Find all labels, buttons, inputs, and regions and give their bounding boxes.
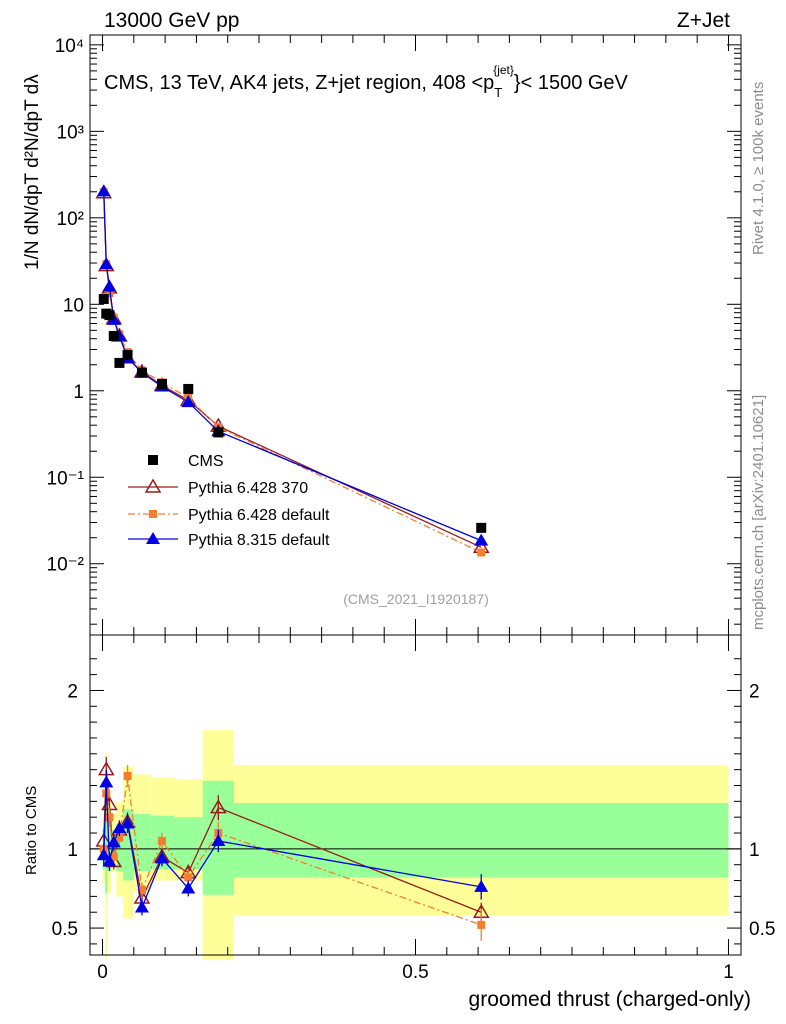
data-point-top	[156, 378, 167, 389]
ratio-band-inner	[123, 809, 134, 881]
data-point-top	[476, 522, 487, 533]
ratio-band-inner	[233, 802, 729, 878]
data-point-ratio	[134, 900, 149, 913]
y-tick-label-top: 10	[63, 295, 84, 316]
data-point-top	[105, 289, 114, 298]
mcplots-label: mcplots.cern.ch [arXiv:2401.10621]	[750, 395, 767, 630]
data-point-ratio	[112, 821, 127, 834]
data-point-top	[104, 310, 115, 321]
legend-marker	[148, 455, 158, 465]
data-point-ratio	[96, 848, 111, 861]
legend-entry: Pythia 6.428 370	[188, 480, 308, 497]
data-point-ratio	[154, 851, 169, 864]
data-point-ratio	[211, 833, 226, 846]
data-point-ratio	[181, 881, 196, 894]
data-point-ratio	[123, 771, 132, 780]
ratio-band-inner	[174, 817, 203, 870]
y-tick-label-ratio-right: 2	[749, 681, 760, 702]
y-tick-label-top: 10⁴	[55, 36, 84, 57]
data-point-ratio	[184, 873, 193, 882]
data-point-top	[474, 533, 489, 546]
y-tick-label-top: 10⁻¹	[47, 468, 85, 489]
x-tick-label: 1	[723, 962, 734, 983]
data-point-ratio	[137, 886, 146, 895]
data-point-ratio	[106, 835, 121, 848]
legend-marker	[149, 510, 157, 518]
data-point-ratio	[115, 833, 124, 842]
data-point-ratio	[105, 813, 114, 822]
y-tick-label-ratio-left: 1	[67, 840, 78, 861]
legend-marker	[146, 532, 160, 544]
header-left: 13000 GeV pp	[104, 9, 239, 32]
data-point-top	[477, 548, 486, 557]
analysis-watermark: (CMS_2021_I1920187)	[343, 591, 489, 607]
data-point-ratio	[99, 775, 114, 788]
ratio-band-inner	[133, 814, 151, 872]
data-point-ratio	[102, 854, 117, 867]
x-tick-label: 0.5	[402, 962, 428, 983]
data-point-ratio	[474, 879, 489, 892]
legend-entry: Pythia 8.315 default	[188, 532, 330, 549]
data-point-top	[96, 184, 111, 197]
chart-title-superscript: {jet}	[493, 63, 514, 77]
y-axis-label-ratio: Ratio to CMS	[23, 786, 40, 875]
data-point-top	[102, 279, 117, 292]
data-point-ratio	[120, 816, 135, 829]
header-right: Z+Jet	[677, 9, 730, 32]
data-point-top	[183, 383, 194, 394]
x-tick-label: 0	[97, 962, 108, 983]
data-point-top	[122, 349, 133, 360]
ratio-panel: 0.5 0.5 1 1 2 2	[52, 635, 775, 960]
chart-title-subscript: T	[494, 85, 502, 100]
y-tick-label-top: 1	[73, 382, 84, 403]
y-tick-label-ratio-right: 0.5	[749, 919, 775, 940]
data-point-top	[114, 357, 125, 368]
chart-title: CMS, 13 TeV, AK4 jets, Z+jet region, 408…	[104, 63, 629, 100]
legend: CMS Pythia 6.428 370 Pythia 6.428 default P…	[128, 453, 330, 549]
rivet-version-label: Rivet 4.1.0, ≥ 100k events	[750, 82, 767, 255]
y-tick-label-ratio-left: 0.5	[52, 919, 78, 940]
main-panel: 10⁻² 10⁻¹ 1 10 10² 10³ 10⁴	[47, 34, 742, 636]
y-tick-label-ratio-right: 1	[749, 840, 760, 861]
y-tick-label-top: 10⁻²	[47, 555, 85, 576]
legend-marker	[144, 478, 162, 493]
data-point-top	[108, 330, 119, 341]
ratio-panel-frame	[89, 634, 742, 956]
data-point-ratio	[210, 799, 227, 814]
series-line-top	[103, 192, 482, 554]
data-point-top	[136, 367, 147, 378]
data-point-top	[99, 257, 114, 270]
y-tick-label-top: 10³	[57, 122, 84, 143]
legend-entry: Pythia 6.428 default	[188, 507, 330, 524]
data-point-ratio	[157, 836, 166, 845]
data-point-top	[213, 427, 224, 438]
y-tick-label-top: 10²	[57, 209, 84, 230]
data-point-top	[98, 294, 109, 305]
x-axis-label: groomed thrust (charged-only)	[469, 988, 751, 1011]
y-tick-label-ratio-left: 2	[67, 681, 78, 702]
data-point-ratio	[477, 920, 486, 929]
data-point-top	[181, 395, 196, 408]
y-axis-label-top: 1/N dN/dpT d²N/dpT dλ	[22, 74, 43, 270]
data-point-ratio	[109, 852, 118, 861]
legend-entry: CMS	[188, 453, 224, 470]
